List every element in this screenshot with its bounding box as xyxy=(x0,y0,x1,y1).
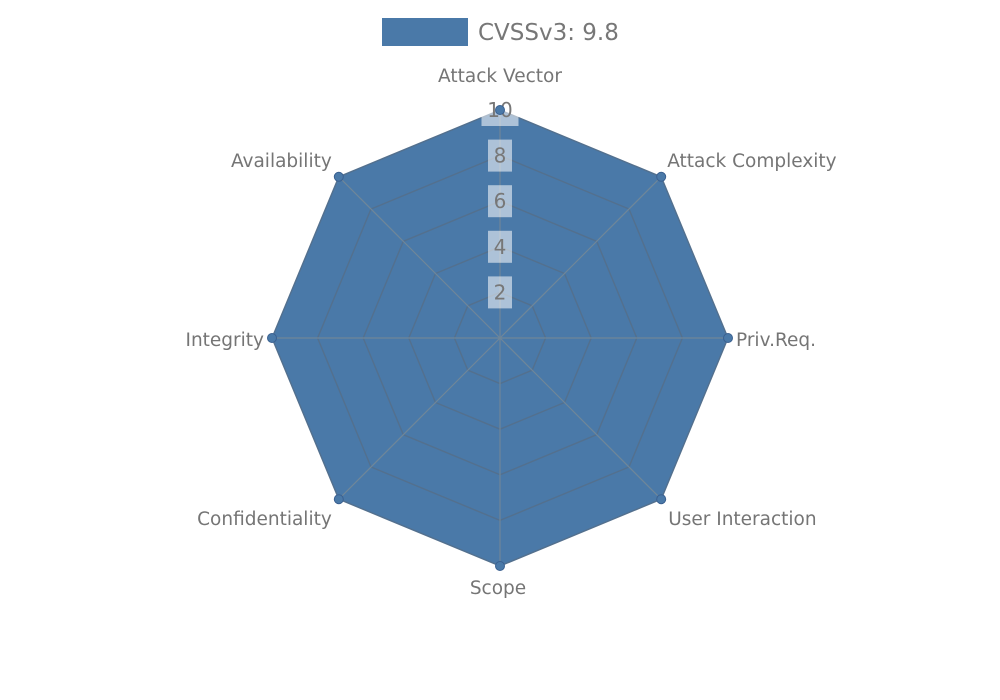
data-point-marker xyxy=(723,333,733,343)
axis-spoke xyxy=(499,337,662,500)
legend: CVSSv3: 9.8 xyxy=(382,18,619,46)
axis-spoke xyxy=(338,337,501,500)
tick-label: 8 xyxy=(494,144,507,168)
tick-label-box xyxy=(488,185,512,218)
axis-label-scope: Scope xyxy=(470,578,526,599)
radar-label-layer: Attack Vector Attack Complexity Priv.Req. U… xyxy=(185,66,836,599)
data-point-marker xyxy=(333,494,344,505)
data-point-marker xyxy=(267,333,277,343)
axis-label-attack-vector: Attack Vector xyxy=(438,66,562,87)
data-point-marker xyxy=(495,561,505,571)
axis-label-user-interaction: User Interaction xyxy=(668,509,816,530)
radar-marker-layer xyxy=(267,105,733,571)
axis-label-confidentiality: Confidentiality xyxy=(197,509,332,530)
tick-label-box xyxy=(488,230,512,263)
axis-label-attack-complexity: Attack Complexity xyxy=(667,151,836,172)
tick-label: 2 xyxy=(494,280,507,304)
data-point-marker xyxy=(495,105,505,115)
legend-label: CVSSv3: 9.8 xyxy=(478,20,619,46)
axis-label-priv-req: Priv.Req. xyxy=(736,330,816,351)
tick-label: 6 xyxy=(494,189,507,213)
data-point-marker xyxy=(656,494,667,505)
data-point-marker xyxy=(656,171,667,182)
axis-spoke xyxy=(338,176,501,339)
tick-label-box xyxy=(488,276,512,309)
tick-label-box xyxy=(488,139,512,172)
axis-spoke xyxy=(499,176,662,339)
axis-label-integrity: Integrity xyxy=(185,330,264,351)
legend-swatch xyxy=(382,18,468,46)
data-point-marker xyxy=(333,171,344,182)
tick-label: 4 xyxy=(494,235,507,259)
axis-label-availability: Availability xyxy=(231,151,332,172)
